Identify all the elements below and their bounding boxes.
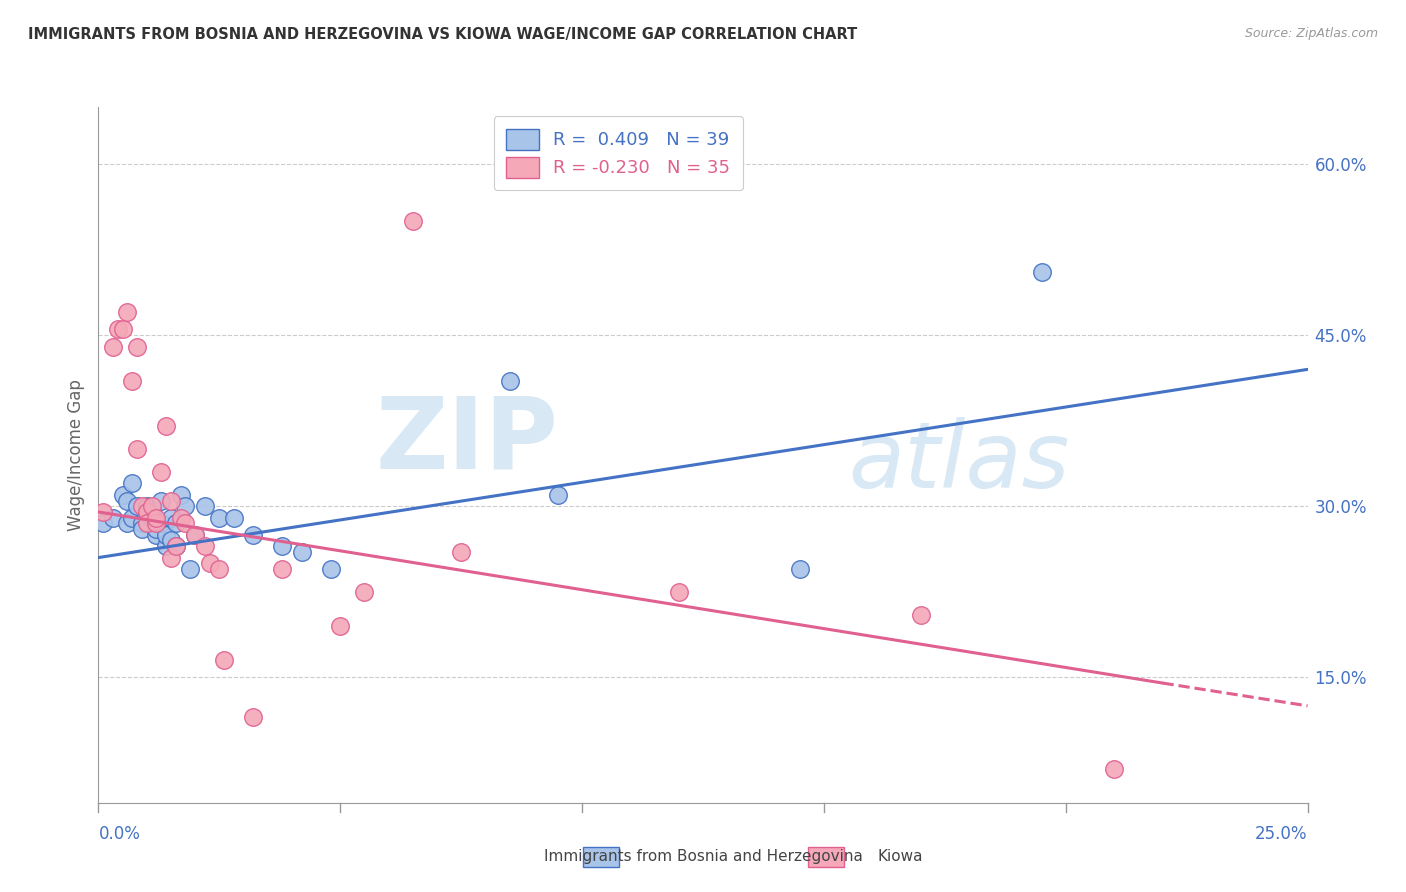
Point	[135, 505, 157, 519]
Point	[135, 505, 157, 519]
Point	[450, 545, 472, 559]
Text: 25.0%: 25.0%	[1256, 825, 1308, 843]
Point	[184, 528, 207, 542]
Point	[353, 584, 375, 599]
Point	[1102, 762, 1125, 776]
Point	[150, 493, 173, 508]
Point	[194, 539, 217, 553]
Point	[198, 556, 221, 570]
Point	[121, 374, 143, 388]
Text: ZIP: ZIP	[375, 392, 558, 490]
Point	[135, 500, 157, 514]
Point	[160, 510, 183, 524]
Point	[179, 562, 201, 576]
Point	[212, 653, 235, 667]
Point	[141, 505, 163, 519]
Point	[145, 516, 167, 531]
Point	[145, 522, 167, 536]
Point	[165, 539, 187, 553]
Point	[174, 500, 197, 514]
Point	[101, 340, 124, 354]
Point	[131, 522, 153, 536]
Point	[111, 322, 134, 336]
Point	[91, 505, 114, 519]
Point	[155, 539, 177, 553]
Text: 0.0%: 0.0%	[98, 825, 141, 843]
Point	[117, 516, 139, 531]
Point	[290, 545, 312, 559]
Point	[668, 584, 690, 599]
Point	[1031, 265, 1053, 279]
Point	[789, 562, 811, 576]
Point	[121, 476, 143, 491]
Point	[547, 488, 569, 502]
Point	[319, 562, 342, 576]
Point	[169, 488, 191, 502]
Point	[169, 510, 191, 524]
Point	[117, 305, 139, 319]
Point	[271, 562, 294, 576]
Point	[155, 528, 177, 542]
Point	[91, 516, 114, 531]
Point	[208, 562, 231, 576]
Point	[145, 528, 167, 542]
Point	[910, 607, 932, 622]
Point	[222, 510, 245, 524]
Point	[165, 516, 187, 531]
Legend: R =  0.409   N = 39, R = -0.230   N = 35: R = 0.409 N = 39, R = -0.230 N = 35	[494, 116, 742, 190]
Point	[117, 493, 139, 508]
Point	[121, 510, 143, 524]
Point	[184, 528, 207, 542]
Point	[135, 516, 157, 531]
Point	[160, 550, 183, 565]
Point	[111, 488, 134, 502]
Text: IMMIGRANTS FROM BOSNIA AND HERZEGOVINA VS KIOWA WAGE/INCOME GAP CORRELATION CHAR: IMMIGRANTS FROM BOSNIA AND HERZEGOVINA V…	[28, 27, 858, 42]
Point	[194, 500, 217, 514]
Point	[131, 500, 153, 514]
Point	[107, 322, 129, 336]
Point	[402, 214, 425, 228]
Point	[141, 500, 163, 514]
Y-axis label: Wage/Income Gap: Wage/Income Gap	[66, 379, 84, 531]
Point	[160, 493, 183, 508]
Point	[127, 442, 149, 457]
Point	[150, 465, 173, 479]
Point	[498, 374, 520, 388]
Text: atlas: atlas	[848, 417, 1070, 507]
Point	[242, 710, 264, 724]
Point	[329, 619, 352, 633]
Text: Kiowa: Kiowa	[877, 849, 922, 863]
Point	[141, 510, 163, 524]
Point	[145, 510, 167, 524]
Point	[174, 516, 197, 531]
Point	[165, 539, 187, 553]
Text: Immigrants from Bosnia and Herzegovina: Immigrants from Bosnia and Herzegovina	[544, 849, 862, 863]
Point	[101, 510, 124, 524]
Point	[160, 533, 183, 548]
Point	[150, 516, 173, 531]
Point	[131, 516, 153, 531]
Point	[242, 528, 264, 542]
Point	[208, 510, 231, 524]
Point	[271, 539, 294, 553]
Text: Source: ZipAtlas.com: Source: ZipAtlas.com	[1244, 27, 1378, 40]
Point	[155, 419, 177, 434]
Point	[127, 500, 149, 514]
Point	[127, 340, 149, 354]
